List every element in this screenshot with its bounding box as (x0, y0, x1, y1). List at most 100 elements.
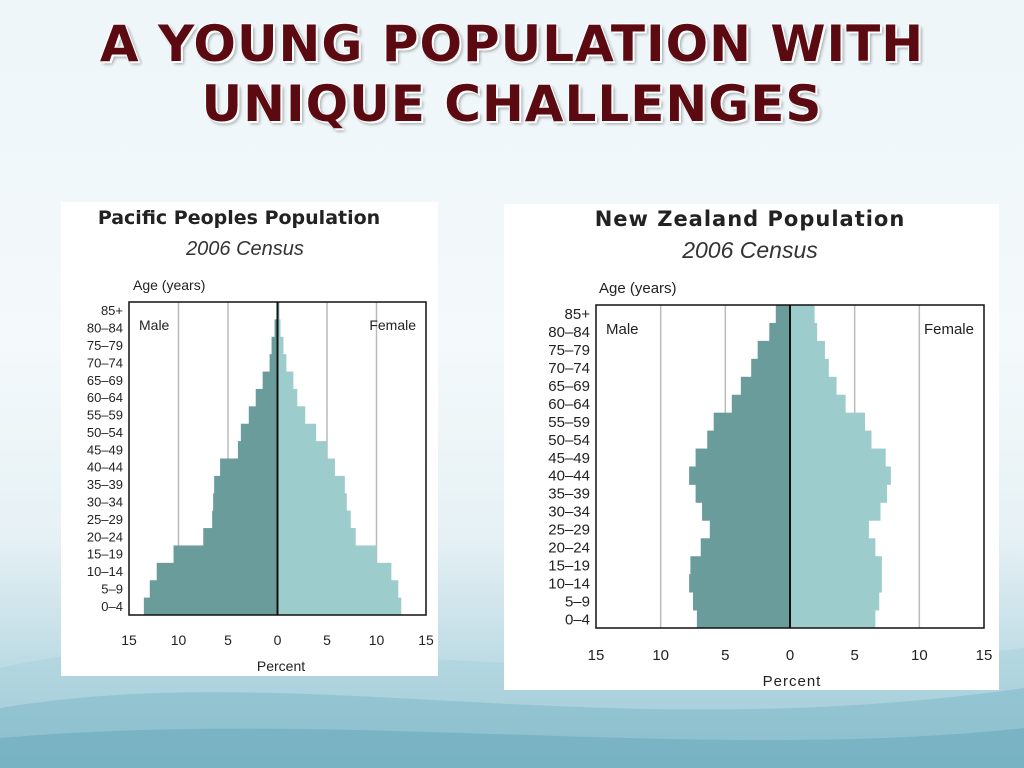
male-bar (700, 538, 790, 557)
male-bar (203, 528, 278, 546)
age-tick-label: 20–24 (87, 529, 123, 544)
male-bar (695, 448, 790, 467)
male-bar (707, 430, 790, 449)
age-tick-label: 50–54 (87, 425, 123, 440)
female-bar (790, 538, 876, 557)
female-bar (277, 493, 347, 512)
female-bar (277, 597, 402, 616)
female-bar (790, 322, 818, 342)
female-label: Female (369, 317, 416, 333)
male-bar (689, 574, 790, 593)
male-bar (248, 406, 278, 425)
male-bar (156, 562, 278, 581)
male-bar (240, 423, 278, 442)
plot-frame (128, 301, 427, 616)
slide-title: A YOUNG POPULATION WITH UNIQUE CHALLENGE… (0, 14, 1024, 134)
female-bar (790, 448, 886, 467)
female-bar (277, 545, 377, 564)
age-tick-label: 35–39 (548, 486, 590, 503)
female-bar (790, 305, 815, 324)
x-tick-label: 5 (850, 647, 858, 664)
male-bar (695, 484, 790, 503)
female-bar (790, 430, 872, 449)
age-tick-label: 65–69 (548, 378, 590, 395)
female-bar (790, 592, 880, 611)
age-tick-label: 25–29 (87, 512, 123, 527)
female-bar (790, 520, 869, 539)
age-tick-label: 20–24 (548, 540, 590, 557)
age-tick-label: 10–14 (548, 575, 590, 592)
pacific-pyramid-svg: Pacific Peoples Population 2006 Census A… (87, 207, 434, 674)
age-tick-label: 80–84 (548, 324, 590, 341)
age-tick-label: 70–74 (87, 355, 123, 370)
age-tick-label: 40–44 (87, 460, 123, 475)
age-tick-label: 55–59 (548, 414, 590, 431)
female-bar (277, 388, 298, 407)
age-tick-label: 65–69 (87, 373, 123, 388)
female-bar (277, 406, 306, 425)
slide-title-line-2: UNIQUE CHALLENGES (201, 75, 823, 133)
female-bar (790, 394, 846, 414)
age-tick-label: 10–14 (87, 564, 123, 579)
age-tick-label: 45–49 (87, 442, 123, 457)
age-tick-label: 45–49 (548, 450, 590, 467)
x-tick-label: 10 (171, 632, 187, 648)
chart-subtitle: 2006 Census (185, 238, 304, 260)
age-tick-label: 25–29 (548, 522, 590, 539)
male-label: Male (139, 317, 170, 333)
female-bar (277, 580, 399, 599)
male-bar (775, 305, 790, 324)
x-tick-label: 5 (721, 647, 729, 664)
female-bar (790, 502, 881, 521)
chart-title: New Zealand Population (595, 207, 906, 231)
female-bar (277, 319, 281, 338)
male-bar (693, 592, 790, 611)
female-bar (790, 484, 887, 503)
age-tick-label: 0–4 (101, 599, 123, 614)
age-tick-label: 30–34 (87, 495, 123, 510)
male-bar (237, 441, 278, 459)
female-bar (277, 528, 356, 546)
female-bar (277, 371, 294, 390)
female-bar (790, 556, 882, 575)
male-bar (690, 556, 790, 575)
x-tick-label: 0 (786, 647, 794, 664)
male-bar (149, 580, 278, 599)
male-bar (271, 336, 278, 355)
age-tick-label: 75–79 (87, 338, 123, 353)
age-tick-label: 60–64 (548, 396, 590, 413)
female-bar (790, 376, 837, 396)
age-tick-label: 5–9 (565, 593, 590, 610)
x-tick-label: 5 (323, 632, 331, 648)
x-tick-label: 15 (588, 647, 605, 664)
age-tick-label: 50–54 (548, 432, 590, 449)
age-tick-label: 70–74 (548, 360, 590, 377)
male-bar (757, 340, 790, 360)
female-bar (790, 610, 876, 629)
female-bar (790, 574, 882, 593)
male-bar (689, 466, 790, 485)
age-tick-label: 85+ (565, 306, 591, 323)
x-tick-label: 15 (976, 647, 993, 664)
female-bar (277, 475, 345, 494)
male-bar (769, 322, 790, 342)
male-bar (262, 371, 278, 390)
male-bar (173, 545, 278, 564)
x-axis-label: Percent (763, 673, 822, 690)
female-bar (277, 510, 351, 529)
male-bar (702, 502, 790, 521)
age-tick-label: 40–44 (548, 468, 590, 485)
x-tick-label: 5 (224, 632, 232, 648)
y-axis-label: Age (years) (133, 277, 205, 293)
new-zealand-population-chart: New Zealand Population 2006 Census Age (… (504, 204, 999, 690)
chart-title: Pacific Peoples Population (98, 207, 380, 229)
female-bar (277, 354, 287, 372)
age-tick-label: 60–64 (87, 390, 123, 405)
age-tick-label: 0–4 (565, 611, 590, 628)
male-bar (731, 394, 790, 414)
slide-title-line-1: A YOUNG POPULATION WITH (99, 15, 925, 73)
female-bar (277, 458, 335, 477)
female-bar (790, 340, 825, 360)
pacific-population-chart: Pacific Peoples Population 2006 Census A… (61, 202, 438, 676)
y-axis-label: Age (years) (599, 280, 677, 297)
